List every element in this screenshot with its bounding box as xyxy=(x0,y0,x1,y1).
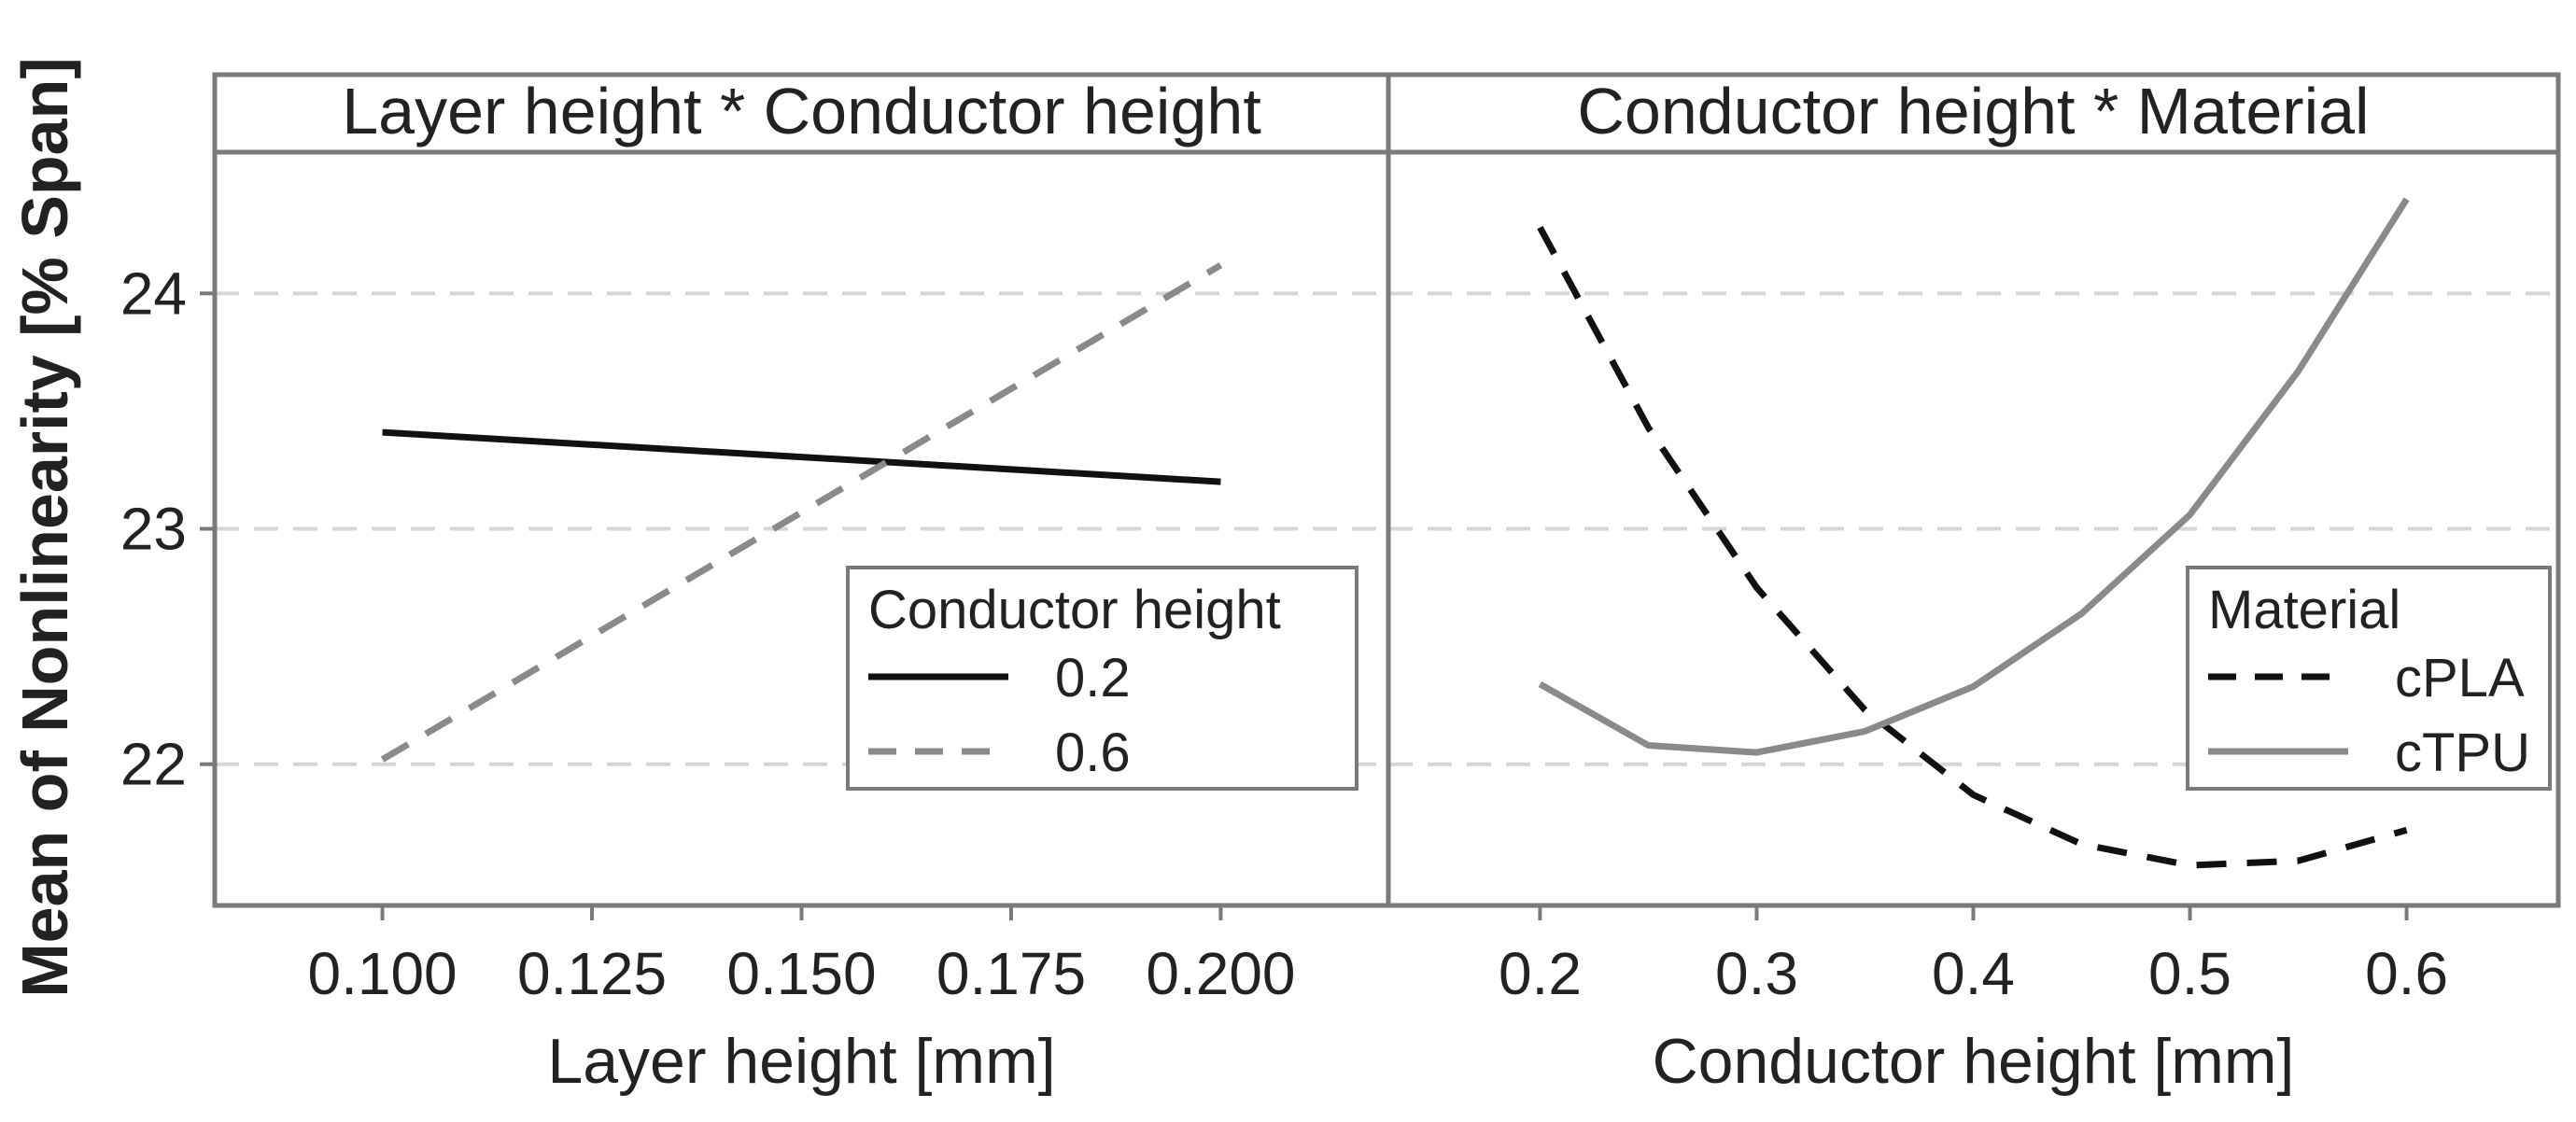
x-tick-label: 0.6 xyxy=(2365,940,2448,1007)
y-axis-title: Mean of Nonlinearity [% Span] xyxy=(8,57,81,997)
series-line-cPLA xyxy=(1537,226,2408,869)
legend-label-0.2: 0.2 xyxy=(1055,648,1131,708)
legend-label-cTPU: cTPU xyxy=(2395,722,2530,783)
x-tick-label: 0.100 xyxy=(307,940,457,1007)
legend-title: Material xyxy=(2208,580,2400,640)
x-tick-label: 0.5 xyxy=(2148,940,2231,1007)
x-tick-label: 0.3 xyxy=(1715,940,1798,1007)
x-axis-title-panel-1: Layer height [mm] xyxy=(547,1026,1055,1097)
legend-label-cPLA: cPLA xyxy=(2395,648,2525,708)
x-tick-label: 0.125 xyxy=(517,940,667,1007)
y-tick-label: 24 xyxy=(120,259,187,327)
y-tick-label: 23 xyxy=(120,496,187,563)
series-line-cTPU xyxy=(1538,197,2410,756)
x-axis-title-panel-2: Conductor height [mm] xyxy=(1653,1026,2295,1097)
legend-label-0.6: 0.6 xyxy=(1055,722,1131,783)
series-line-0.2 xyxy=(382,428,1221,485)
series-line-0.6 xyxy=(380,262,1223,763)
x-tick-label: 0.200 xyxy=(1146,940,1295,1007)
x-tick-label: 0.4 xyxy=(1932,940,2015,1007)
panel-1-title: Layer height * Conductor height xyxy=(342,75,1261,147)
x-tick-label: 0.2 xyxy=(1499,940,1582,1007)
y-tick-label: 22 xyxy=(120,731,187,798)
legend-title: Conductor height xyxy=(868,580,1281,640)
panel-2-title: Conductor height * Material xyxy=(1577,75,2369,147)
x-tick-label: 0.175 xyxy=(936,940,1086,1007)
x-tick-label: 0.150 xyxy=(726,940,876,1007)
